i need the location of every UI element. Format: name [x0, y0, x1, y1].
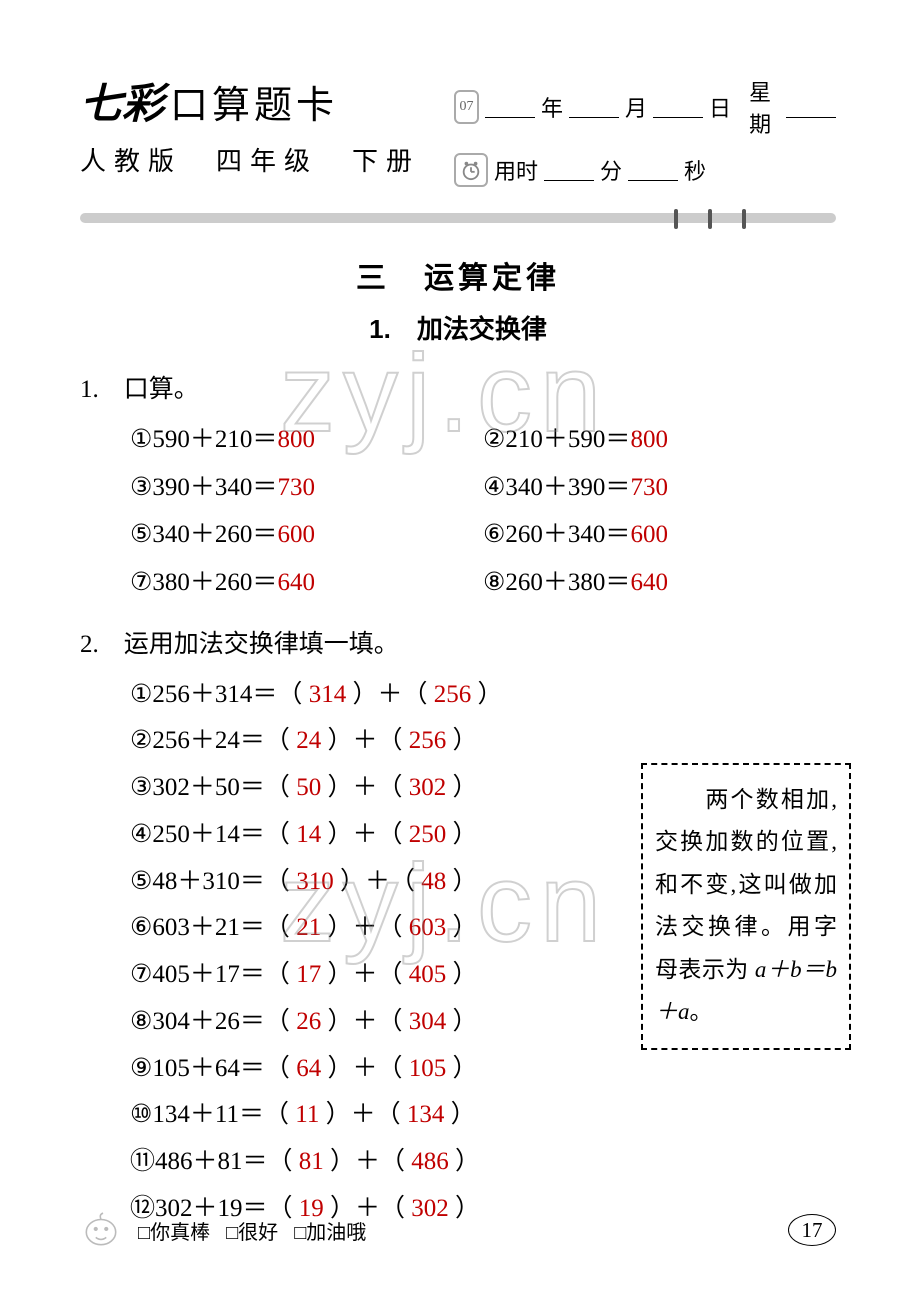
q2-item: ①256＋314＝（ 314 ）＋（ 256 ） — [130, 673, 836, 717]
year-label: 年 — [541, 91, 563, 123]
content: 1. 口算。 ①590＋210＝800②210＋590＝800③390＋340＝… — [80, 368, 836, 1231]
info-text-1: 两个数相加,交换加数的位置,和不变,这叫做加法交换律。用字母表示为 — [655, 787, 837, 982]
header-right: 07 年 月 日 星期 用时 分 秒 — [454, 70, 836, 201]
month-label: 月 — [625, 91, 647, 123]
q1-item: ⑦380＋260＝640 — [130, 561, 483, 605]
time-row: 用时 分 秒 — [454, 153, 836, 187]
footer: □你真棒 □很好 □加油哦 17 — [80, 1209, 836, 1251]
sec-label: 秒 — [684, 154, 706, 186]
footer-opt3[interactable]: □加油哦 — [294, 1216, 366, 1245]
header: 七彩 口算题卡 人教版 四年级 下册 07 年 月 日 星期 用时 分 秒 — [80, 70, 836, 201]
q1-item: ⑤340＋260＝600 — [130, 513, 483, 557]
q1-item: ②210＋590＝800 — [483, 418, 836, 462]
section-title: 1. 加法交换律 — [80, 309, 836, 346]
footer-left: □你真棒 □很好 □加油哦 — [80, 1209, 366, 1251]
subtitle: 人教版 四年级 下册 — [80, 141, 454, 178]
q2-label: 2. 运用加法交换律填一填。 — [80, 623, 836, 667]
brand-text: 七彩 — [80, 70, 164, 131]
q1-item: ④340＋390＝730 — [483, 466, 836, 510]
page-number: 17 — [788, 1214, 836, 1246]
year-blank[interactable] — [485, 96, 535, 118]
footer-opt2[interactable]: □很好 — [226, 1216, 278, 1245]
q1-grid: ①590＋210＝800②210＋590＝800③390＋340＝730④340… — [80, 418, 836, 605]
weekday-blank[interactable] — [786, 96, 836, 118]
min-label: 分 — [600, 154, 622, 186]
day-label: 日 — [709, 91, 731, 123]
header-left: 七彩 口算题卡 人教版 四年级 下册 — [80, 70, 454, 178]
q2-item: ⑨105＋64＝（ 64 ）＋（ 105 ） — [130, 1047, 836, 1091]
q2-item: ⑪486＋81＝（ 81 ）＋（ 486 ） — [130, 1140, 836, 1184]
q1-item: ⑧260＋380＝640 — [483, 561, 836, 605]
weekday-label: 星期 — [749, 75, 780, 139]
title-suffix: 口算题卡 — [170, 74, 338, 129]
sec-blank[interactable] — [628, 159, 678, 181]
info-text-3: 。 — [690, 999, 713, 1024]
footer-opt1[interactable]: □你真棒 — [138, 1216, 210, 1245]
chapter-title: 三 运算定律 — [80, 253, 836, 297]
date-row: 07 年 月 日 星期 — [454, 75, 836, 139]
q1-item: ⑥260＋340＝600 — [483, 513, 836, 557]
divider — [80, 213, 836, 223]
q1-item: ③390＋340＝730 — [130, 466, 483, 510]
info-box: 两个数相加,交换加数的位置,和不变,这叫做加法交换律。用字母表示为 a＋b＝b＋… — [641, 763, 851, 1050]
month-blank[interactable] — [569, 96, 619, 118]
min-blank[interactable] — [544, 159, 594, 181]
day-blank[interactable] — [653, 96, 703, 118]
q2-wrap: ①256＋314＝（ 314 ）＋（ 256 ）②256＋24＝（ 24 ）＋（… — [80, 673, 836, 1231]
q1-item: ①590＋210＝800 — [130, 418, 483, 462]
q1-label: 1. 口算。 — [80, 368, 836, 412]
q2-item: ⑩134＋11＝（ 11 ）＋（ 134 ） — [130, 1093, 836, 1137]
mascot-icon — [80, 1209, 122, 1251]
q2-item: ②256＋24＝（ 24 ）＋（ 256 ） — [130, 719, 836, 763]
calendar-icon: 07 — [454, 90, 479, 124]
time-prefix: 用时 — [494, 154, 538, 186]
clock-icon — [454, 153, 488, 187]
